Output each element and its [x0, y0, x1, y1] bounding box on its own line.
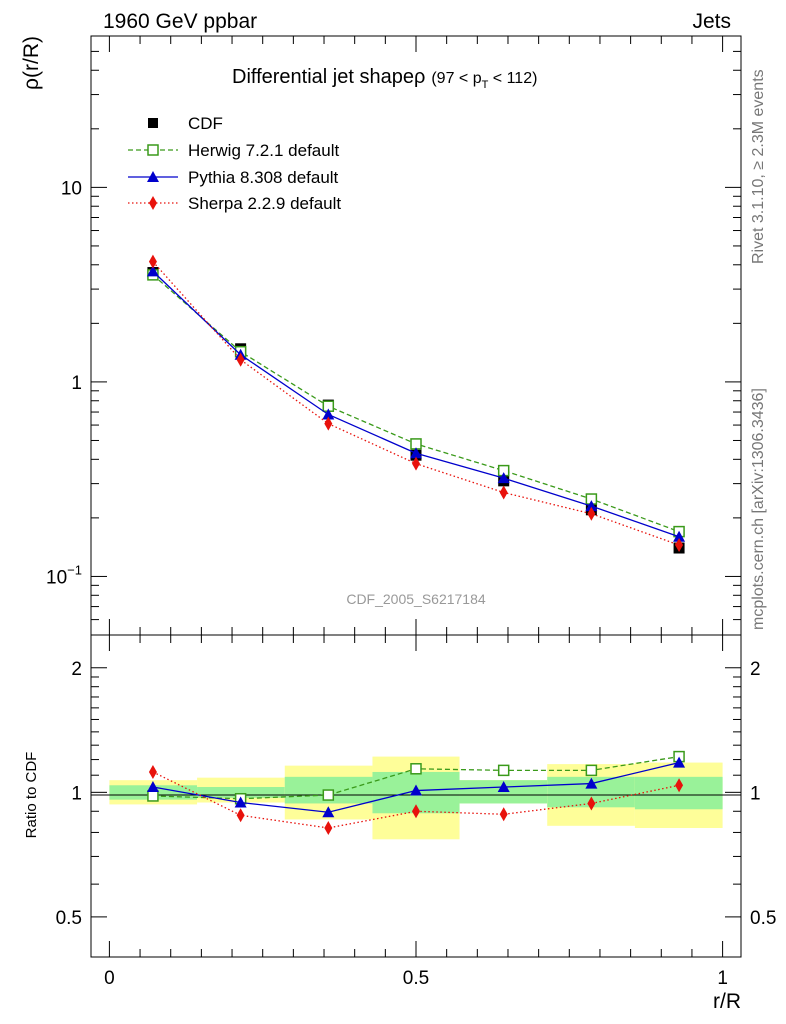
point-herwig-4 — [497, 764, 510, 777]
legend-marker-herwig — [147, 144, 159, 156]
legend-marker-cdf — [148, 118, 158, 128]
point-sherpa-5 — [587, 506, 596, 521]
point-pythia-6 — [673, 530, 686, 542]
point-pythia-0 — [146, 265, 159, 277]
point-herwig-0 — [147, 790, 159, 802]
series-sherpa — [148, 764, 684, 835]
ratio-panel: 0.5 0.51 12 2 0 0.5 1 Ratio to CDF r/R — [23, 634, 777, 1013]
legend-entry-cdf: CDF — [148, 114, 223, 133]
point-sherpa-6 — [675, 778, 684, 793]
point-sherpa-0 — [148, 764, 157, 779]
main-y-axis-label: ρ(r/R) — [20, 36, 43, 90]
main-x-ticks — [108, 36, 724, 635]
main-y-tick-label: 10 — [61, 178, 82, 199]
ratio-y-tick-label: 2 — [71, 659, 82, 680]
ratio-y-tick-label-right: 2 — [750, 659, 761, 680]
point-pythia-0 — [146, 781, 159, 793]
ratio-y-tick-label: 1 — [71, 783, 82, 804]
legend-entry-sherpa: Sherpa 2.2.9 default — [128, 194, 341, 213]
point-pythia-3 — [410, 784, 422, 796]
point-sherpa-4 — [499, 485, 508, 500]
ratio-y-tick-label: 0.5 — [56, 908, 82, 929]
point-herwig-2 — [322, 789, 335, 801]
point-herwig-3 — [410, 763, 422, 775]
point-sherpa-1 — [236, 808, 245, 823]
legend-label-herwig: Herwig 7.2.1 default — [188, 141, 339, 160]
ratio-y-axis-label: Ratio to CDF — [23, 752, 40, 839]
legend-label-pythia: Pythia 8.308 default — [188, 168, 339, 187]
point-sherpa-2 — [324, 416, 333, 431]
legend-entry-herwig: Herwig 7.2.1 default — [128, 141, 339, 160]
main-y-tick-label: 10−1 — [46, 562, 82, 588]
point-pythia-2 — [322, 806, 335, 818]
x-axis-label: r/R — [713, 990, 741, 1013]
point-pythia-5 — [585, 500, 598, 512]
point-pythia-4 — [497, 472, 510, 484]
series-line-herwig — [152, 274, 680, 533]
legend-marker-sherpa — [149, 196, 157, 210]
legend: CDF Herwig 7.2.1 default Pythia 8.308 de… — [128, 114, 341, 213]
series-herwig — [147, 750, 685, 805]
point-pythia-2 — [322, 408, 335, 420]
ratio-series — [146, 750, 686, 835]
ratio-y-ticks: 0.5 0.5 1 1 2 2 — [56, 659, 777, 929]
legend-marker-pythia — [147, 171, 159, 182]
point-sherpa-6 — [675, 538, 684, 553]
x-tick-label: 1 — [717, 968, 728, 989]
x-tick-label: 0.5 — [403, 968, 429, 989]
point-pythia-4 — [497, 781, 510, 793]
ratio-band-inner-1 — [197, 787, 285, 798]
point-pythia-1 — [234, 796, 247, 808]
point-sherpa-0 — [148, 254, 157, 269]
mcplots-label: mcplots.cern.ch [arXiv:1306.3436] — [750, 388, 767, 630]
series-sherpa — [148, 254, 684, 553]
point-pythia-5 — [585, 777, 598, 789]
main-panel: 10−1 1 10 ρ(r/R) Differential jet shapeρ (9… — [20, 35, 742, 636]
ratio-y-tick-label-right: 1 — [750, 783, 761, 804]
point-sherpa-4 — [499, 807, 508, 822]
ratio-y-tick-label-right: 0.5 — [750, 908, 776, 929]
x-tick-label: 0 — [104, 968, 115, 989]
main-chart-title: Differential jet shapeρ (97 < pT < 112) — [232, 66, 537, 91]
series-pythia — [146, 265, 686, 542]
legend-label-sherpa: Sherpa 2.2.9 default — [188, 194, 341, 213]
main-series — [146, 254, 686, 554]
point-sherpa-5 — [587, 796, 596, 811]
main-y-tick-label: 1 — [71, 373, 82, 394]
point-sherpa-2 — [324, 820, 333, 835]
process-label: Jets — [692, 10, 731, 33]
legend-entry-pythia: Pythia 8.308 default — [128, 168, 339, 187]
main-y-ticks: 10−1 1 10 — [46, 35, 741, 636]
analysis-watermark: CDF_2005_S6217184 — [346, 591, 486, 607]
point-pythia-6 — [673, 756, 686, 768]
ratio-x-ticks: 0 0.5 1 — [104, 635, 728, 989]
rivet-label: Rivet 3.1.10, ≥ 2.3M events — [750, 69, 767, 264]
series-line-pythia — [152, 270, 680, 538]
point-herwig-5 — [585, 764, 598, 777]
legend-label-cdf: CDF — [188, 114, 223, 133]
series-herwig — [147, 269, 685, 538]
point-sherpa-3 — [412, 804, 420, 819]
point-sherpa-3 — [412, 456, 420, 471]
point-pythia-3 — [410, 447, 422, 459]
point-sherpa-1 — [236, 352, 245, 367]
series-pythia — [146, 756, 686, 818]
energy-label: 1960 GeV ppbar — [103, 10, 257, 33]
